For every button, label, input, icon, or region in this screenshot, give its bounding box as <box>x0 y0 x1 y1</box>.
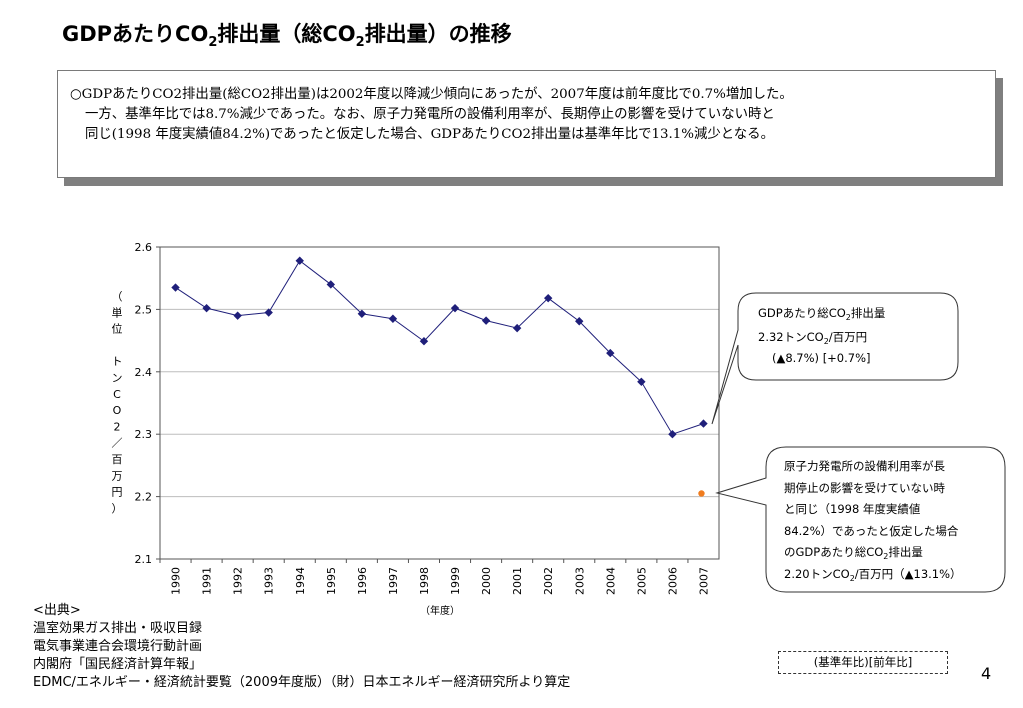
callout-nuclear-line-6: 2.20トンCO2/百万円（▲13.1%） <box>784 567 962 583</box>
y-axis-label-char: ） <box>112 502 123 515</box>
y-axis-label-char: ン <box>112 372 123 385</box>
summary-line-1: ○GDPあたりCO2排出量(総CO2排出量)は2002年度以降減少傾向にあったが… <box>70 87 793 102</box>
summary-box: ○GDPあたりCO2排出量(総CO2排出量)は2002年度以降減少傾向にあったが… <box>57 70 996 178</box>
y-axis-label-char: 万 <box>112 469 123 482</box>
x-tick-label: 2006 <box>666 567 679 595</box>
nuclear-scenario-point <box>698 490 705 497</box>
data-point-marker <box>264 308 273 317</box>
callout-nuclear: 原子力発電所の設備利用率が長 期停止の影響を受けていない時 と同じ（1998 年… <box>715 446 1006 593</box>
data-point-marker <box>637 377 646 386</box>
y-tick-label: 2.4 <box>135 366 153 379</box>
x-tick-label: 2005 <box>635 567 648 595</box>
x-tick-label: 2004 <box>604 567 617 595</box>
callout-main-bubble <box>711 292 959 425</box>
data-point-marker <box>699 419 708 428</box>
data-point-marker <box>512 323 522 333</box>
callout-main-line-2: 2.32トンCO2/百万円 <box>758 330 867 346</box>
y-tick-label: 2.1 <box>135 553 153 566</box>
x-tick-labels: 1990 1991 1992 1993 1994 1995 1996 1997 1998 1999… <box>159 559 710 595</box>
data-point-marker <box>171 283 180 292</box>
sources: <出典> 温室効果ガス排出・吸収目録 電気事業連合会環境行動計画 内閣府「国民経… <box>33 602 570 692</box>
data-point-marker <box>606 348 615 358</box>
y-axis-label-char: O <box>113 404 122 417</box>
series-line <box>175 259 704 435</box>
callout-nuclear-line-5: のGDPあたり総CO2排出量 <box>784 545 923 561</box>
y-axis-label-char: （ <box>112 290 123 303</box>
y-tick-label: 2.3 <box>135 428 153 441</box>
x-tick-label: 1990 <box>170 567 183 595</box>
data-point-marker <box>575 317 584 326</box>
source-item: EDMC/エネルギー・経済統計要覧（2009年度版）（財）日本エネルギー経済研究… <box>33 675 571 690</box>
x-tick-label: 1996 <box>356 567 369 595</box>
callout-main: GDPあたり総CO2排出量 2.32トンCO2/百万円 (▲8.7%) [+0.… <box>711 292 959 425</box>
page-number: 4 <box>981 664 992 683</box>
data-point-marker <box>295 256 304 265</box>
x-tick-label: 2001 <box>511 567 524 595</box>
x-tick-label: 1994 <box>294 567 307 595</box>
y-axis-label-char: 位 <box>112 322 123 336</box>
x-tick-label: 1991 <box>201 567 214 595</box>
data-point-marker <box>481 316 491 325</box>
y-axis-label-char: 円 <box>112 486 123 499</box>
source-item: 電気事業連合会環境行動計画 <box>33 639 203 654</box>
callout-nuclear-line-1: 原子力発電所の設備利用率が長 <box>784 459 945 473</box>
data-point-marker <box>543 293 553 303</box>
y-axis-label-char: 2 <box>114 420 121 433</box>
source-item: 内閣府「国民経済計算年報」 <box>33 657 203 672</box>
series-markers <box>171 256 708 439</box>
data-point-marker <box>357 309 367 318</box>
source-item: 温室効果ガス排出・吸収目録 <box>33 621 203 636</box>
x-tick-label: 1993 <box>263 567 276 595</box>
y-tick-label: 2.6 <box>135 241 153 254</box>
data-point-marker <box>419 337 429 346</box>
x-tick-label: 2000 <box>480 567 493 595</box>
data-point-marker <box>202 303 211 313</box>
data-point-marker <box>668 430 677 439</box>
y-axis-label-char: ト <box>112 355 123 368</box>
legend-note-box: (基準年比)[前年比] <box>778 651 948 674</box>
y-tick-label: 2.2 <box>135 491 153 504</box>
y-axis-label-char: C <box>113 388 121 401</box>
y-tick-label: 2.5 <box>135 303 153 316</box>
y-axis-label-char: ／ <box>112 437 123 450</box>
callout-nuclear-line-4: 84.2%）であったと仮定した場合 <box>784 524 959 538</box>
callout-main-line-1: GDPあたり総CO2排出量 <box>758 306 885 322</box>
y-tick-labels: 2.6 2.5 2.4 2.3 2.2 2.1 <box>135 241 160 566</box>
data-point-marker <box>326 280 336 289</box>
callout-nuclear-bubble <box>715 446 1006 593</box>
x-tick-label: 2007 <box>697 567 710 595</box>
y-axis-label-char: 単 <box>112 305 123 319</box>
y-axis-label-char: 百 <box>112 453 123 466</box>
callout-nuclear-line-2: 期停止の影響を受けていない時 <box>784 481 945 495</box>
callout-nuclear-line-3: と同じ（1998 年度実績値 <box>784 502 921 516</box>
x-axis-label: （年度） <box>420 604 460 617</box>
plot-area-border <box>159 246 720 560</box>
x-tick-label: 2003 <box>573 567 586 595</box>
chart-grid <box>160 308 719 498</box>
callout-main-line-3: (▲8.7%) [+0.7%] <box>772 351 871 365</box>
page-title: GDPあたりCO2排出量（総CO2排出量）の推移 <box>62 22 512 51</box>
sources-heading: <出典> <box>33 603 81 618</box>
x-tick-label: 1997 <box>387 567 400 595</box>
x-tick-label: 1999 <box>449 567 462 595</box>
x-tick-label: 2002 <box>542 567 555 595</box>
data-point-marker <box>450 303 460 313</box>
x-tick-label: 1995 <box>325 567 338 595</box>
summary-line-3: 同じ(1998 年度実績値84.2%)であったと仮定した場合、GDPあたりCO2… <box>85 127 774 142</box>
x-tick-label: 1992 <box>232 567 245 595</box>
data-point-marker <box>233 311 242 320</box>
summary-line-2: 一方、基準年比では8.7%減少であった。なお、原子力発電所の設備利用率が、長期停… <box>85 107 775 122</box>
data-point-marker <box>388 314 398 323</box>
x-tick-label: 1998 <box>418 567 431 595</box>
